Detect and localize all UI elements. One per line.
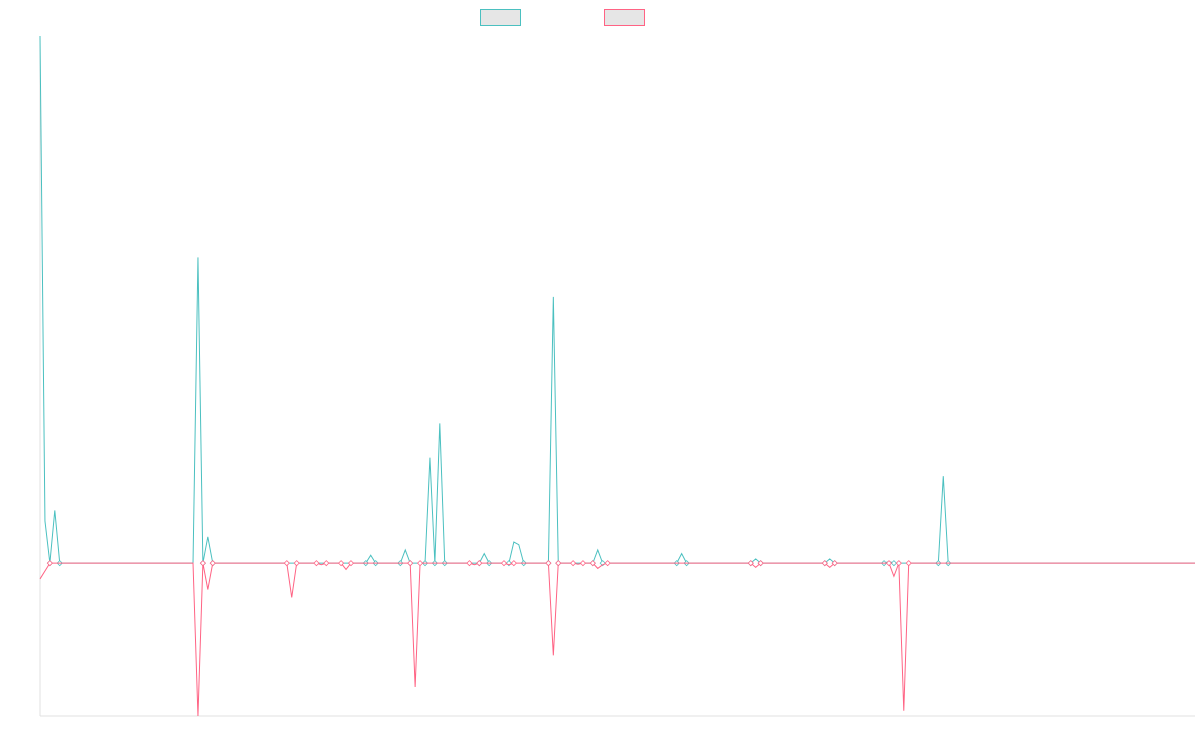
legend-swatch-1 — [480, 9, 521, 26]
series-2-point — [323, 560, 330, 567]
legend — [480, 9, 645, 26]
series-2-point — [604, 560, 611, 567]
series-2-point — [757, 560, 764, 567]
series-2-point — [209, 560, 216, 567]
legend-swatch-2 — [604, 9, 645, 26]
series-2-point — [905, 560, 912, 567]
series-2-point — [338, 560, 345, 567]
series-2-point — [407, 560, 414, 567]
series-2-point — [570, 560, 577, 567]
series-2-point — [476, 560, 483, 567]
series-2-point — [46, 560, 53, 567]
series-line-1 — [39, 35, 1195, 564]
series-2-point — [545, 560, 552, 567]
series-2-point — [416, 560, 424, 567]
series-2-point — [747, 560, 754, 567]
series-2-point — [510, 560, 517, 567]
series-2-point — [347, 560, 355, 567]
series-1-point — [890, 560, 897, 567]
series-2-point — [579, 560, 587, 567]
series-line-2 — [39, 562, 1195, 717]
series-2-point — [283, 560, 290, 567]
series-2-point — [895, 560, 902, 567]
series-2-point — [589, 560, 596, 567]
series-2-point — [821, 560, 828, 567]
series-2-point — [313, 560, 320, 567]
series-2-point — [555, 560, 562, 567]
series-layer — [39, 35, 1195, 717]
series-2-point — [831, 560, 838, 567]
series-2-point — [885, 560, 893, 567]
series-2-point — [466, 560, 473, 567]
axes-layer — [39, 36, 1195, 717]
series-2-point — [500, 560, 508, 567]
series-2-point — [199, 560, 206, 567]
series-2-point — [293, 560, 300, 567]
